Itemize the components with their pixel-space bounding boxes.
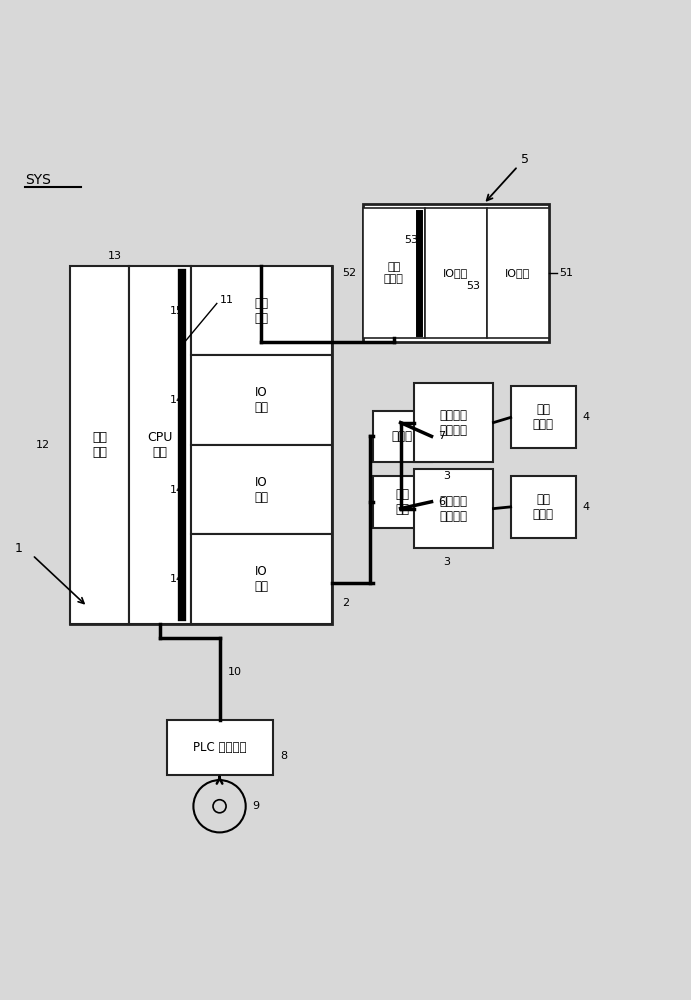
Text: 伺服电动
机驱动器: 伺服电动 机驱动器 [440, 495, 468, 523]
Text: 3: 3 [444, 471, 451, 481]
Text: 10: 10 [228, 667, 242, 677]
Text: 2: 2 [342, 598, 349, 608]
Text: 15: 15 [170, 306, 184, 316]
Text: 53: 53 [466, 281, 480, 291]
Text: IO
单元: IO 单元 [254, 565, 268, 593]
Text: 11: 11 [220, 295, 234, 305]
Bar [363, 204, 549, 342]
Bar [191, 445, 332, 534]
Text: 检测
开关: 检测 开关 [395, 488, 409, 516]
Bar [70, 266, 332, 624]
Bar [70, 266, 129, 624]
Bar [191, 534, 332, 624]
Text: 伺服
电动机: 伺服 电动机 [533, 403, 554, 431]
Text: 53: 53 [404, 235, 418, 245]
Text: 52: 52 [341, 268, 356, 278]
Text: CPU
单元: CPU 单元 [147, 431, 172, 459]
Bar [415, 469, 493, 548]
Bar [511, 386, 576, 448]
Text: PLC 支持装置: PLC 支持装置 [193, 741, 247, 754]
Bar [425, 208, 486, 338]
Text: IO
单元: IO 单元 [254, 386, 268, 414]
Bar [167, 720, 273, 775]
Text: 9: 9 [253, 801, 260, 811]
Bar [363, 208, 425, 338]
Bar [191, 266, 332, 355]
Text: 51: 51 [559, 268, 573, 278]
Text: 通信
耦合器: 通信 耦合器 [384, 262, 404, 284]
Text: IO
单元: IO 单元 [254, 476, 268, 504]
Bar [129, 266, 191, 624]
Bar [373, 411, 431, 462]
Text: SYS: SYS [26, 173, 51, 187]
Text: 12: 12 [35, 440, 50, 450]
Text: 特殊
单元: 特殊 单元 [254, 297, 268, 325]
Bar [511, 476, 576, 538]
Bar [415, 383, 493, 462]
Text: 14: 14 [170, 574, 184, 584]
Text: 14: 14 [170, 395, 184, 405]
Text: 伺服电动
机驱动器: 伺服电动 机驱动器 [440, 409, 468, 437]
Text: 7: 7 [438, 431, 446, 441]
Bar [191, 355, 332, 445]
Text: 14: 14 [170, 485, 184, 495]
Text: IO单元: IO单元 [443, 268, 468, 278]
Text: 4: 4 [583, 412, 590, 422]
Bar [373, 476, 431, 528]
Text: 8: 8 [280, 751, 287, 761]
Text: IO单元: IO单元 [505, 268, 530, 278]
Text: 5: 5 [521, 153, 529, 166]
Text: 6: 6 [438, 497, 446, 507]
Text: 1: 1 [15, 542, 23, 555]
Text: 13: 13 [108, 251, 122, 261]
Text: 电源
单元: 电源 单元 [92, 431, 107, 459]
Text: 伺服
电动机: 伺服 电动机 [533, 493, 554, 521]
Bar [486, 208, 549, 338]
Text: 3: 3 [444, 557, 451, 567]
Text: 继电器: 继电器 [392, 430, 413, 443]
Text: 4: 4 [583, 502, 590, 512]
